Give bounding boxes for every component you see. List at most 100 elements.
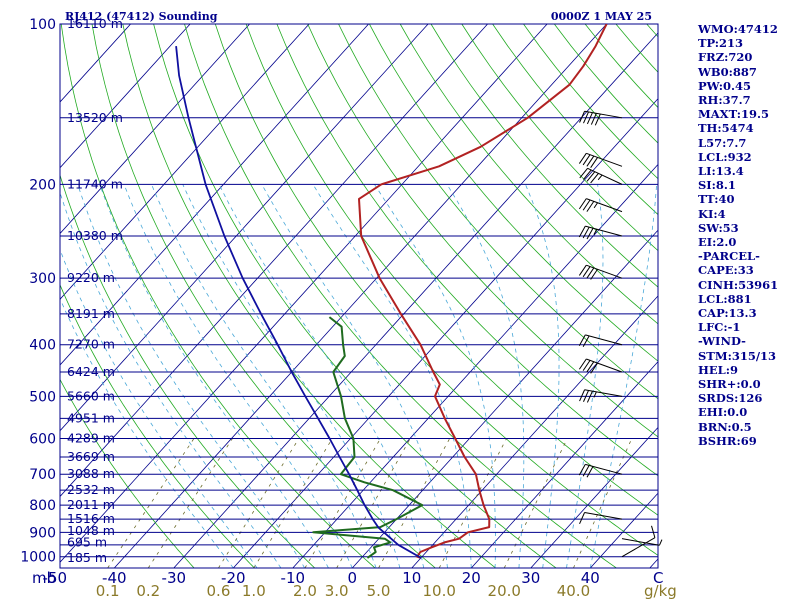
wind-barb-staff bbox=[586, 264, 623, 279]
wind-barb-staff bbox=[621, 538, 660, 546]
wind-barb bbox=[579, 167, 623, 185]
wind-barb-flag bbox=[590, 113, 597, 125]
height-label: 10380 m bbox=[67, 228, 123, 243]
mixing-ratio-unit-label: g/kg bbox=[644, 582, 677, 600]
mixing-ratio-tick-label: 5.0 bbox=[367, 582, 391, 600]
isotherm-line bbox=[470, 361, 658, 568]
index-line: -PARCEL- bbox=[698, 249, 760, 264]
wind-barb-flag bbox=[586, 227, 594, 240]
mixing-ratio-line bbox=[304, 438, 381, 568]
height-label: 3669 m bbox=[67, 449, 115, 464]
wind-barb-flag bbox=[590, 157, 598, 168]
index-line: SHR+:0.0 bbox=[698, 377, 761, 392]
height-label: 13520 m bbox=[67, 110, 123, 125]
wind-barbs bbox=[578, 110, 663, 558]
moist-adiabat bbox=[60, 297, 234, 568]
index-line: PW:0.45 bbox=[698, 78, 752, 93]
temperature-unit-label: C bbox=[653, 569, 663, 587]
wind-barb-flag bbox=[578, 358, 587, 370]
mixing-ratio-line bbox=[218, 438, 300, 568]
dry-adiabat bbox=[60, 173, 316, 568]
wind-barb-flag bbox=[582, 266, 591, 278]
pressure-tick-label: 800 bbox=[29, 498, 56, 514]
wind-barb-flag bbox=[586, 361, 595, 373]
height-label: 11740 m bbox=[67, 176, 123, 191]
pressure-tick-label: 200 bbox=[29, 177, 56, 193]
index-line: FRZ:720 bbox=[698, 50, 753, 65]
wind-barb-staff bbox=[584, 389, 623, 397]
wind-barb bbox=[579, 512, 623, 525]
wind-barb-flag bbox=[583, 111, 589, 124]
temperature-tick-label: -30 bbox=[162, 569, 187, 587]
height-label: 1516 m bbox=[67, 511, 115, 526]
wind-barb-flag bbox=[586, 155, 595, 167]
index-line: CAPE:33 bbox=[698, 263, 754, 278]
wind-barb bbox=[578, 198, 623, 213]
index-line: SI:8.1 bbox=[698, 178, 736, 193]
wind-barb-flag bbox=[578, 464, 586, 476]
wind-barb-flag bbox=[579, 111, 586, 123]
isotherm-line bbox=[113, 24, 607, 568]
mixing-ratio-tick-label: 40.0 bbox=[557, 582, 590, 600]
pressure-tick-label: 500 bbox=[29, 389, 56, 405]
temperature-tick-label: 0 bbox=[348, 569, 358, 587]
index-line: HEL:9 bbox=[698, 362, 738, 377]
height-label: 9220 m bbox=[67, 270, 115, 285]
index-line: EI:2.0 bbox=[698, 235, 737, 250]
isotherm-line bbox=[60, 24, 488, 498]
mixing-ratio-tick-label: 0.1 bbox=[96, 582, 120, 600]
dry-adiabat bbox=[214, 24, 658, 556]
moist-adiabat bbox=[77, 184, 306, 568]
height-label: 7270 m bbox=[67, 337, 115, 352]
wind-barb-staff bbox=[621, 537, 656, 558]
mixing-ratio-tick-label: 1.0 bbox=[242, 582, 266, 600]
moist-adiabat bbox=[312, 184, 472, 568]
height-label: 185 m bbox=[67, 550, 107, 565]
wind-barb-flag bbox=[651, 525, 656, 538]
moist-adiabat bbox=[374, 184, 496, 568]
isotherm-line bbox=[351, 229, 658, 568]
index-line: MAXT:19.5 bbox=[698, 107, 769, 122]
wind-barb-staff bbox=[586, 358, 623, 373]
wind-barb-flag bbox=[583, 390, 589, 402]
index-line: KI:4 bbox=[698, 206, 726, 221]
wind-barb-flag bbox=[582, 199, 591, 211]
dry-adiabat bbox=[60, 378, 195, 568]
wind-barb bbox=[578, 225, 623, 240]
wind-barb-flag bbox=[583, 169, 592, 180]
wind-barb bbox=[578, 463, 623, 478]
wind-barb-flag bbox=[586, 390, 593, 403]
sounding-indices-panel: WMO:47412 TP:213 FRZ:720 WB0:887 PW:0.45 RH:3… bbox=[698, 22, 800, 448]
wind-barb bbox=[578, 264, 623, 280]
dry-adiabat bbox=[245, 24, 658, 516]
dry-adiabat bbox=[184, 24, 617, 568]
wind-barb bbox=[578, 358, 623, 374]
height-label: 2532 m bbox=[67, 482, 115, 497]
wind-barb-flag bbox=[578, 225, 586, 238]
moist-adiabat bbox=[525, 184, 560, 568]
pressure-unit-label: mb bbox=[32, 569, 56, 587]
wind-barb bbox=[578, 152, 623, 168]
temperature-tick-label: -50 bbox=[43, 569, 68, 587]
index-line: LFC:-1 bbox=[698, 320, 741, 335]
index-line: WMO:47412 bbox=[698, 22, 778, 36]
wind-barb-flag bbox=[579, 389, 586, 402]
wind-barb-flag bbox=[578, 264, 587, 276]
index-line: LCL:881 bbox=[698, 291, 752, 306]
temperature-tick-label: 40 bbox=[581, 569, 600, 587]
index-line: SW:53 bbox=[698, 220, 739, 235]
wind-barb-flag bbox=[578, 153, 587, 164]
wind-barb-flag bbox=[594, 113, 601, 126]
moist-adiabat bbox=[60, 191, 282, 568]
wind-barb-flag bbox=[586, 201, 595, 212]
isobars bbox=[59, 23, 659, 569]
moist-adiabat bbox=[261, 184, 448, 568]
wind-barb-staff bbox=[584, 110, 623, 119]
index-line: BSHR:69 bbox=[698, 433, 757, 448]
dry-adiabat bbox=[122, 24, 497, 568]
pressure-tick-label: 700 bbox=[29, 467, 56, 483]
dry-adiabat bbox=[430, 24, 658, 288]
mixing-ratio-line bbox=[253, 438, 333, 568]
pressure-tick-label: 1000 bbox=[20, 550, 56, 566]
dry-adiabat bbox=[369, 24, 658, 362]
